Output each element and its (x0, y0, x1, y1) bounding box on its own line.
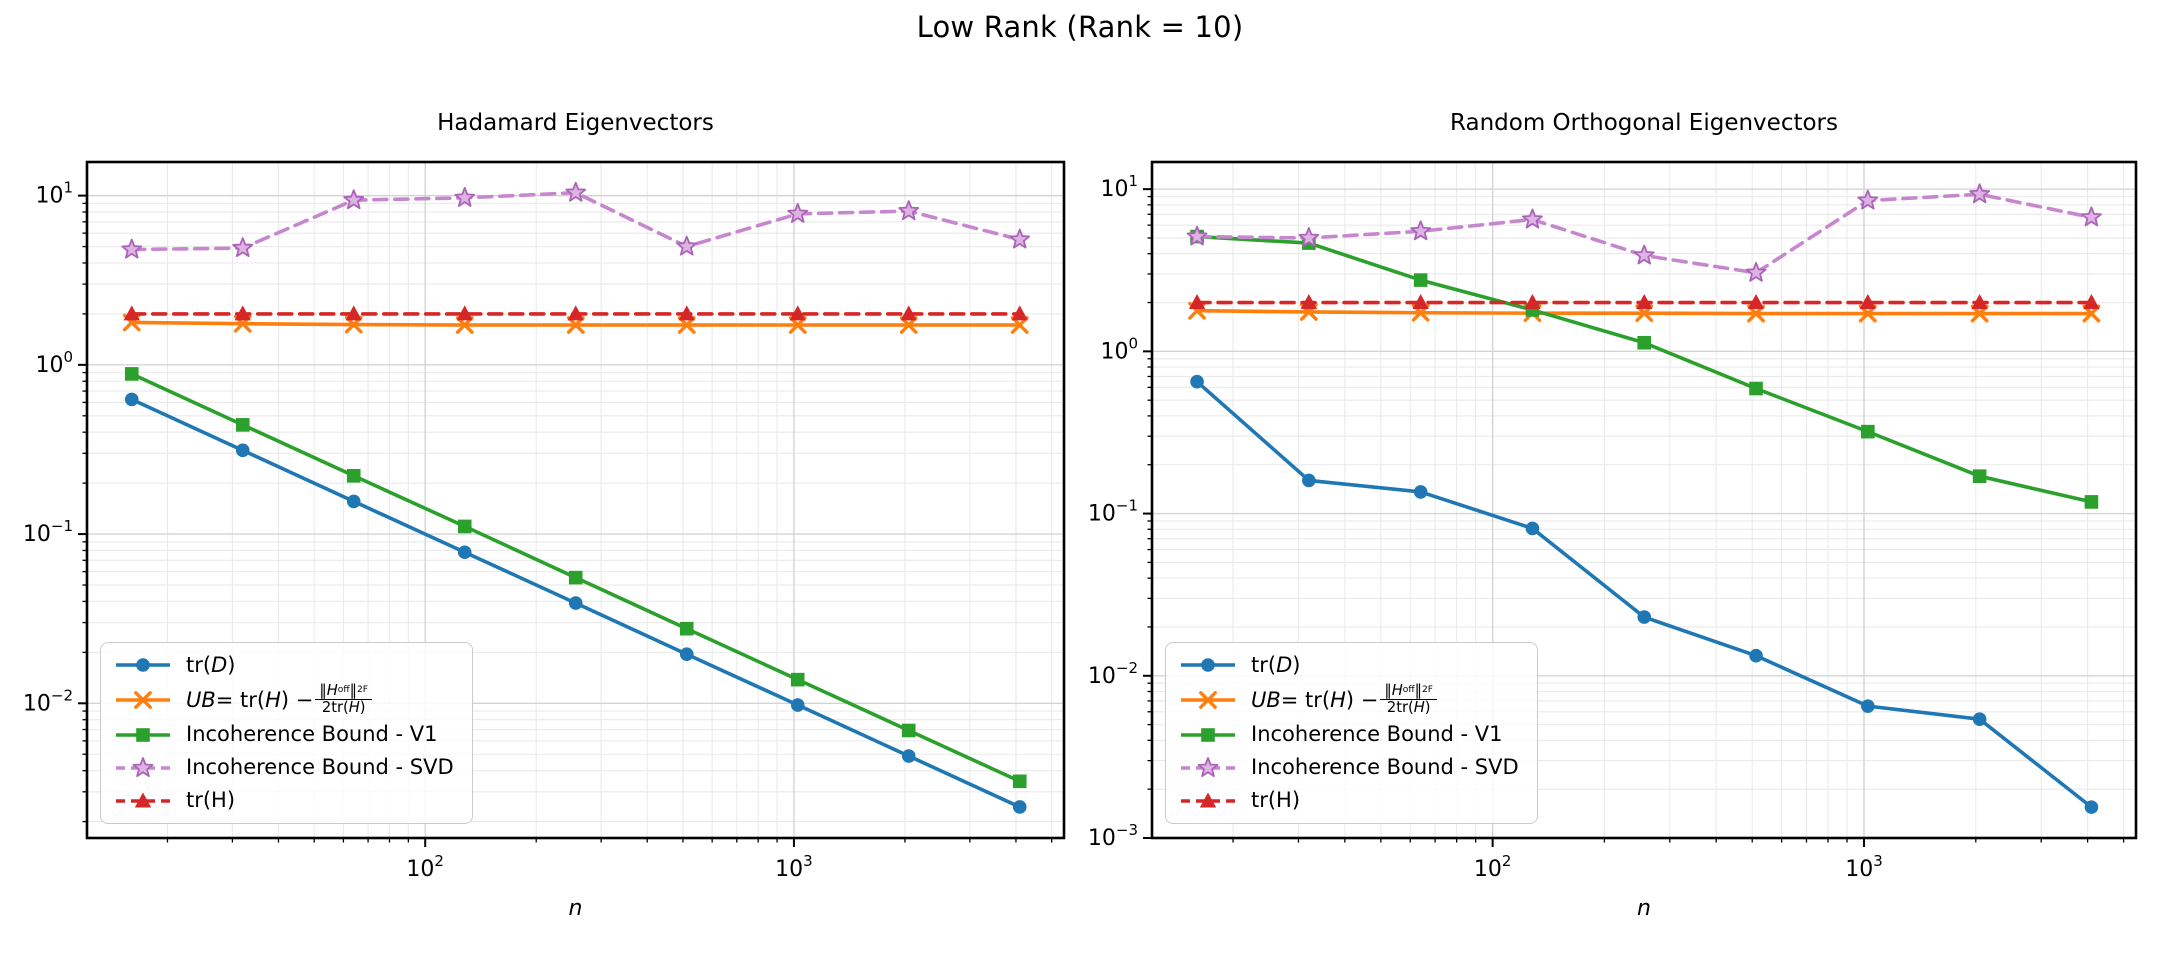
y-tick-label: 10−1 (1088, 497, 1138, 527)
legend-label: tr(D) (1251, 652, 1301, 677)
legend-label: Incoherence Bound - SVD (1251, 755, 1519, 780)
x-tick-label: 102 (1474, 852, 1512, 882)
legend-sample-x-icon (1181, 690, 1235, 709)
x-axis-label: n (568, 896, 583, 921)
y-tick-label: 10−3 (1088, 821, 1138, 851)
legend-sample-star-icon (1181, 756, 1235, 777)
legend-label: Incoherence Bound - V1 (1251, 722, 1503, 747)
legend-item: Incoherence Bound - V1 (1178, 719, 1519, 750)
axes-spines (1150, 160, 2138, 840)
axes (78, 160, 1066, 847)
axes-spines (85, 160, 1066, 840)
legend-sample-x-icon (116, 690, 170, 709)
x-axis-label: n (1637, 896, 1651, 921)
legend-item: tr(D) (113, 650, 454, 681)
legend-label: Incoherence Bound - V1 (186, 722, 438, 747)
subplot-hadamard: 102 103 101 100 10−1 10−2 Hadamard Eigenvecto… (0, 58, 1080, 960)
legend-item: tr(H) (1178, 785, 1519, 816)
legend-item: Incoherence Bound - SVD (113, 752, 454, 783)
x-tick-label: 103 (1845, 852, 1883, 882)
series-line (1195, 234, 2094, 504)
legend-item: tr(D) (1178, 650, 1519, 681)
series-markers (123, 305, 1028, 321)
legend-label: tr(H) (1251, 788, 1301, 813)
legend-sample-square-icon (1181, 727, 1235, 742)
plot-title: Random Orthogonal Eigenvectors (1450, 110, 1838, 136)
y-tick-label: 10−2 (23, 686, 73, 716)
legend-item: tr(H) (113, 785, 454, 816)
legend-label: tr(D) (186, 652, 236, 677)
x-tick-label: 102 (406, 852, 444, 882)
legend-sample-circle-icon (1181, 658, 1235, 672)
x-tick-label: 103 (775, 852, 813, 882)
y-tick-label: 10−1 (23, 517, 73, 547)
series-markers (1190, 374, 2099, 814)
series-line (129, 190, 1022, 252)
series-markers (124, 367, 1027, 789)
series-markers (124, 392, 1027, 814)
legend-item: Incoherence Bound - SVD (1178, 752, 1519, 783)
y-tick-label: 10−2 (1088, 659, 1138, 689)
series (1186, 183, 2102, 814)
y-tick-label: 101 (1100, 172, 1138, 202)
series-markers (1188, 294, 2100, 310)
legend-label: Incoherence Bound - SVD (186, 755, 454, 780)
legend-label: tr(H) (186, 788, 236, 813)
subplot-random-orthogonal: 102 103 101 100 10−1 10−2 10−3 Random Orthogon… (1080, 58, 2160, 960)
legend-sample-star-icon (116, 756, 170, 777)
legend-sample-triangle-icon (1181, 792, 1235, 807)
y-tick-label: 100 (1100, 334, 1138, 364)
series (121, 181, 1031, 814)
legend-item: Incoherence Bound - V1 (113, 719, 454, 750)
y-tick-label: 100 (35, 348, 73, 378)
series-line (1195, 192, 2094, 275)
figure-suptitle: Low Rank (Rank = 10) (916, 10, 1244, 44)
random-orthogonal-plot-canvas: 102 103 101 100 10−1 10−2 10−3 (1088, 160, 2138, 882)
legend-sample-circle-icon (116, 658, 170, 672)
series-markers (121, 181, 1031, 259)
plot-title: Hadamard Eigenvectors (437, 110, 714, 136)
series-markers (1190, 229, 2099, 509)
legend-sample-triangle-icon (116, 792, 170, 807)
axes (1143, 160, 2138, 847)
series-markers (1186, 183, 2102, 282)
legend-sample-square-icon (116, 727, 170, 742)
y-tick-label: 101 (35, 179, 73, 209)
hadamard-plot-canvas: 102 103 101 100 10−1 10−2 (23, 160, 1066, 882)
